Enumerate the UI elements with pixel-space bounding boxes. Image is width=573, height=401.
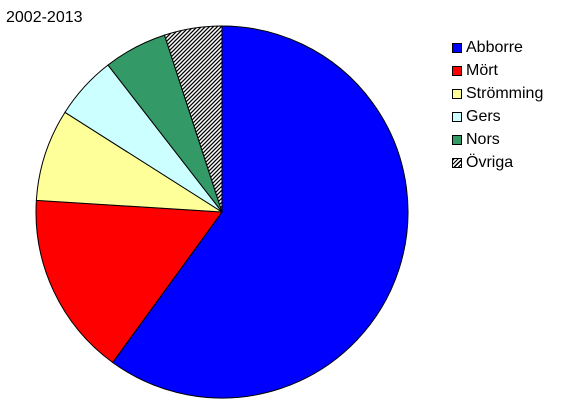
legend-item-5: Övriga: [452, 151, 543, 174]
legend-item-3: Gers: [452, 105, 543, 128]
pie-slice-0: [111, 25, 409, 399]
legend-item-1: Mört: [452, 59, 543, 82]
legend-label: Mört: [466, 61, 498, 79]
legend-swatch: [452, 134, 462, 145]
legend-item-0: Abborre: [452, 36, 543, 59]
legend: Abborre Mört Strömming Gers Nors Övriga: [452, 36, 543, 174]
legend-label: Abborre: [466, 38, 523, 56]
legend-label: Övriga: [466, 153, 514, 171]
legend-label: Strömming: [466, 84, 544, 102]
legend-swatch: [452, 65, 462, 76]
pie-slice-2: [35, 111, 223, 213]
legend-item-2: Strömming: [452, 82, 543, 105]
pie-slice-5: [163, 25, 223, 213]
legend-swatch: [452, 42, 462, 53]
pie-slices: [35, 25, 409, 399]
legend-label: Gers: [466, 107, 501, 125]
legend-swatch: [452, 157, 462, 168]
legend-swatch: [452, 111, 462, 122]
chart-title: 2002-2013: [6, 9, 83, 26]
legend-item-4: Nors: [452, 128, 543, 151]
pie-slice-1: [35, 199, 223, 364]
legend-swatch: [452, 88, 462, 99]
legend-label: Nors: [466, 130, 500, 148]
